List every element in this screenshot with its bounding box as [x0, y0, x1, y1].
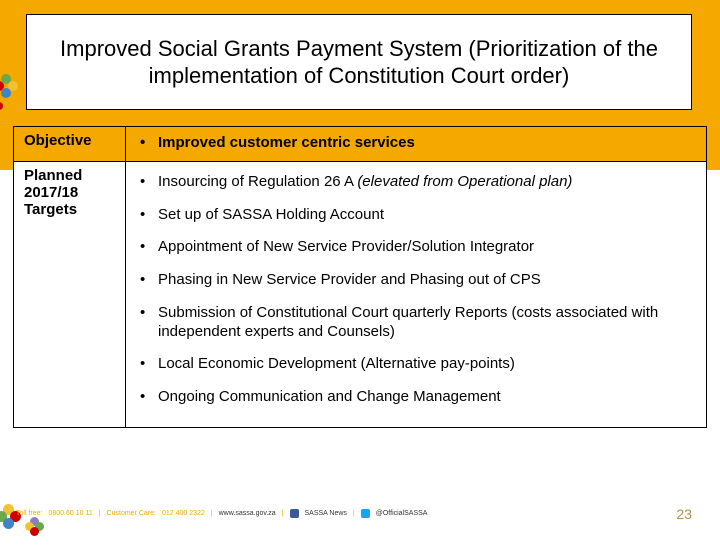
row-content: Insourcing of Regulation 26 A (elevated … [126, 161, 707, 427]
slide-title: Improved Social Grants Payment System (P… [45, 35, 673, 90]
divider-icon: | [282, 510, 284, 517]
footer-web: www.sassa.gov.za [219, 510, 276, 517]
divider-icon: | [353, 510, 355, 517]
facebook-icon [290, 509, 299, 518]
divider-icon: | [99, 510, 101, 517]
table-row: Planned 2017/18 Targets Insourcing of Re… [14, 161, 707, 427]
table-row: Objective Improved customer centric serv… [14, 127, 707, 162]
footer-custcare-label: Customer Care: [107, 510, 156, 517]
footer-bar: Toll free: 0800 60 10 11 | Customer Care… [16, 509, 427, 518]
twitter-icon [361, 509, 370, 518]
footer-facebook: SASSA News [305, 510, 347, 517]
bullet-item: Insourcing of Regulation 26 A (elevated … [138, 173, 696, 192]
footer-tollfree-label: Toll free: [16, 510, 42, 517]
bullet-item: Local Economic Development (Alternative … [138, 355, 696, 374]
bullet-item: Appointment of New Service Provider/Solu… [138, 238, 696, 257]
footer-tollfree-value: 0800 60 10 11 [48, 510, 92, 517]
bullet-item: Ongoing Communication and Change Managem… [138, 388, 696, 407]
bullet-item: Submission of Constitutional Court quart… [138, 304, 696, 342]
content-table: Objective Improved customer centric serv… [13, 126, 707, 428]
footer-custcare-value: 012 400 2322 [162, 510, 205, 517]
decorative-flowers-bottom [0, 500, 74, 550]
row-content: Improved customer centric services [126, 127, 707, 162]
bullet-item: Improved customer centric services [138, 134, 696, 153]
row-label: Planned 2017/18 Targets [14, 161, 126, 427]
footer-twitter: @OfficialSASSA [376, 510, 428, 517]
bullet-item: Set up of SASSA Holding Account [138, 206, 696, 225]
row-label: Objective [14, 127, 126, 162]
page-number: 23 [676, 506, 692, 522]
title-box: Improved Social Grants Payment System (P… [26, 14, 692, 110]
divider-icon: | [211, 510, 213, 517]
bullet-item: Phasing in New Service Provider and Phas… [138, 271, 696, 290]
